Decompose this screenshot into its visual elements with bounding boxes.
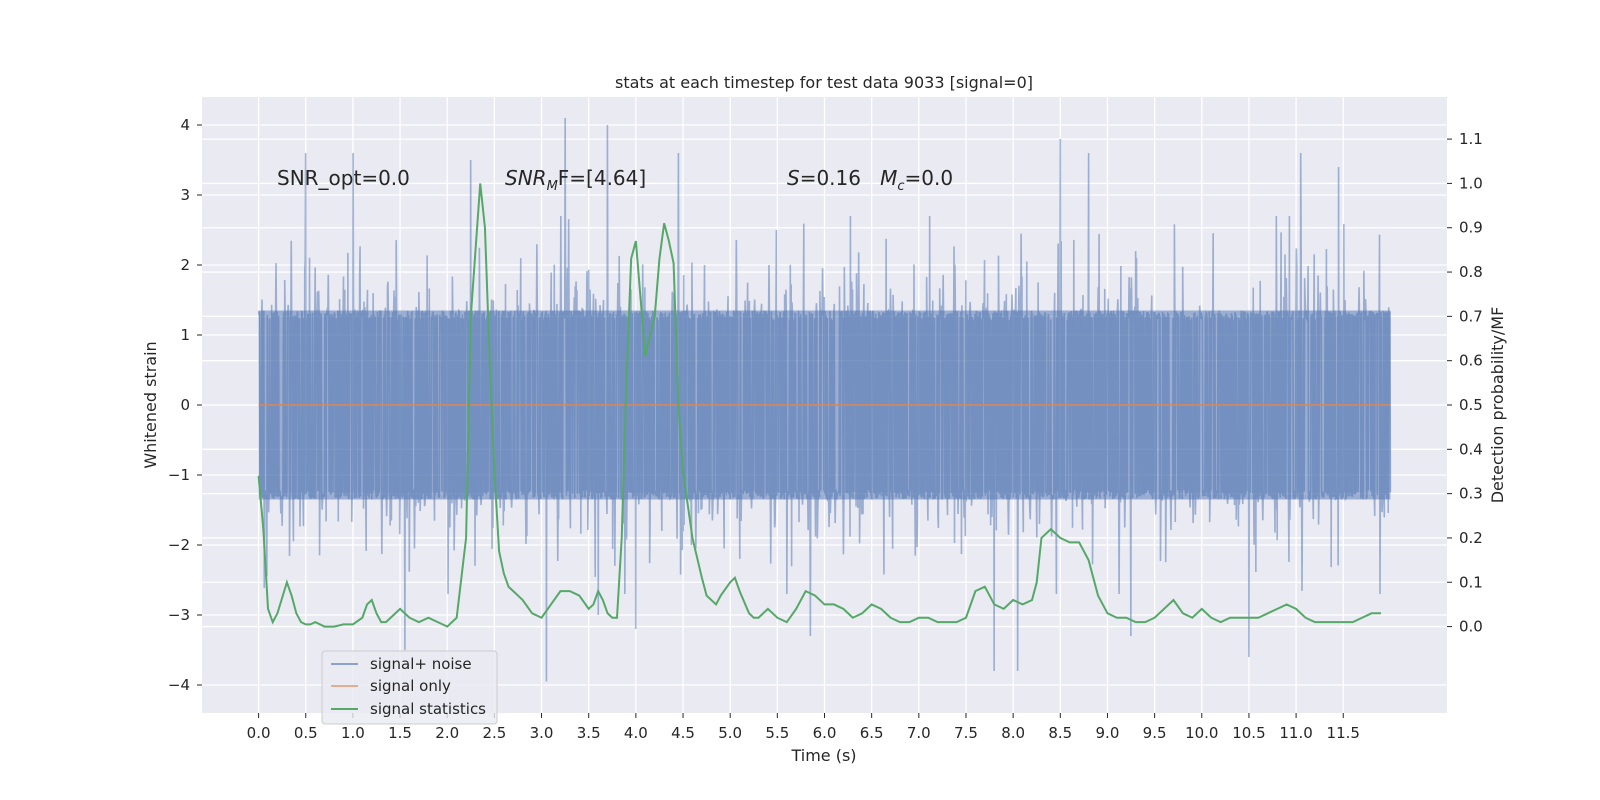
x-tick-label: 1.0 <box>341 724 365 742</box>
x-tick-label: 11.5 <box>1327 724 1360 742</box>
y2-tick-label: 0.8 <box>1459 263 1483 281</box>
signal-statistics-line <box>257 183 1381 628</box>
annotation-snr-opt: SNR_opt=0.0 <box>277 166 410 190</box>
x-tick-label: 0.5 <box>294 724 318 742</box>
x-tick-label: 8.0 <box>1001 724 1025 742</box>
noise-trace <box>257 117 1392 682</box>
y2-tick-label: 0.3 <box>1459 485 1483 503</box>
y-tick-label: −2 <box>168 536 190 554</box>
y2-tick-label: 0.0 <box>1459 618 1483 636</box>
x-tick-label: 9.5 <box>1143 724 1167 742</box>
legend-label-noise: signal+ noise <box>370 655 472 673</box>
y2-tick-label: 0.4 <box>1459 440 1483 458</box>
x-tick-label: 9.0 <box>1096 724 1120 742</box>
y2-tick-label: 1.1 <box>1459 130 1483 148</box>
x-tick-label: 0.0 <box>247 724 271 742</box>
annotation-snr-mf: SNRMF=[4.64] <box>505 166 646 194</box>
y2-axis-label: Detection probability/MF <box>1488 307 1507 504</box>
legend-box <box>321 650 498 725</box>
legend-label-statistics: signal statistics <box>370 700 486 718</box>
chart-title: stats at each timestep for test data 903… <box>615 73 1033 92</box>
x-tick-label: 10.5 <box>1232 724 1265 742</box>
y2-tick-label: 0.2 <box>1459 529 1483 547</box>
x-axis-label: Time (s) <box>790 746 856 765</box>
y2-tick-label: 0.5 <box>1459 396 1483 414</box>
y-axis-label: Whitened strain <box>141 341 160 468</box>
x-tick-label: 8.5 <box>1048 724 1072 742</box>
y-tick-label: −4 <box>168 676 190 694</box>
y2-tick-label: 0.6 <box>1459 352 1483 370</box>
y2-tick-label: 0.7 <box>1459 307 1483 325</box>
x-tick-label: 7.0 <box>907 724 931 742</box>
legend-label-signal: signal only <box>370 677 451 695</box>
y-tick-label: 4 <box>180 116 190 134</box>
y-tick-label: −1 <box>168 466 190 484</box>
x-tick-label: 1.5 <box>388 724 412 742</box>
y-tick-label: 2 <box>180 256 190 274</box>
x-tick-label: 7.5 <box>954 724 978 742</box>
y2-tick-label: 1.0 <box>1459 174 1483 192</box>
y-axis-ticks: −4 −3 −2 −1 0 1 2 3 4 <box>168 116 202 694</box>
x-tick-label: 2.0 <box>435 724 459 742</box>
x-tick-label: 4.0 <box>624 724 648 742</box>
y2-tick-label: 0.1 <box>1459 573 1483 591</box>
y-tick-label: −3 <box>168 606 190 624</box>
x-axis-ticks: 0.0 0.5 1.0 1.5 2.0 2.5 3.0 3.5 4.0 4.5 5.0 5.5 6.0 6… <box>247 713 1360 742</box>
x-tick-label: 6.5 <box>860 724 884 742</box>
x-tick-label: 5.5 <box>765 724 789 742</box>
y2-axis-ticks: 0.0 0.1 0.2 0.3 0.4 0.5 0.6 0.7 0.8 0.9 1.0 1.1 <box>1447 130 1483 636</box>
legend: signal+ noise signal only signal statist… <box>321 650 498 725</box>
x-tick-label: 3.0 <box>530 724 554 742</box>
x-tick-label: 3.5 <box>577 724 601 742</box>
x-tick-label: 5.0 <box>718 724 742 742</box>
y-tick-label: 0 <box>180 396 190 414</box>
y2-tick-label: 0.9 <box>1459 219 1483 237</box>
y-tick-label: 3 <box>180 186 190 204</box>
x-tick-label: 4.5 <box>671 724 695 742</box>
x-tick-label: 2.5 <box>482 724 506 742</box>
x-tick-label: 10.0 <box>1185 724 1218 742</box>
x-tick-label: 6.0 <box>813 724 837 742</box>
y-tick-label: 1 <box>180 326 190 344</box>
annotation-s-mc: S=0.16 Mc=0.0 <box>787 166 953 194</box>
x-tick-label: 11.0 <box>1279 724 1312 742</box>
